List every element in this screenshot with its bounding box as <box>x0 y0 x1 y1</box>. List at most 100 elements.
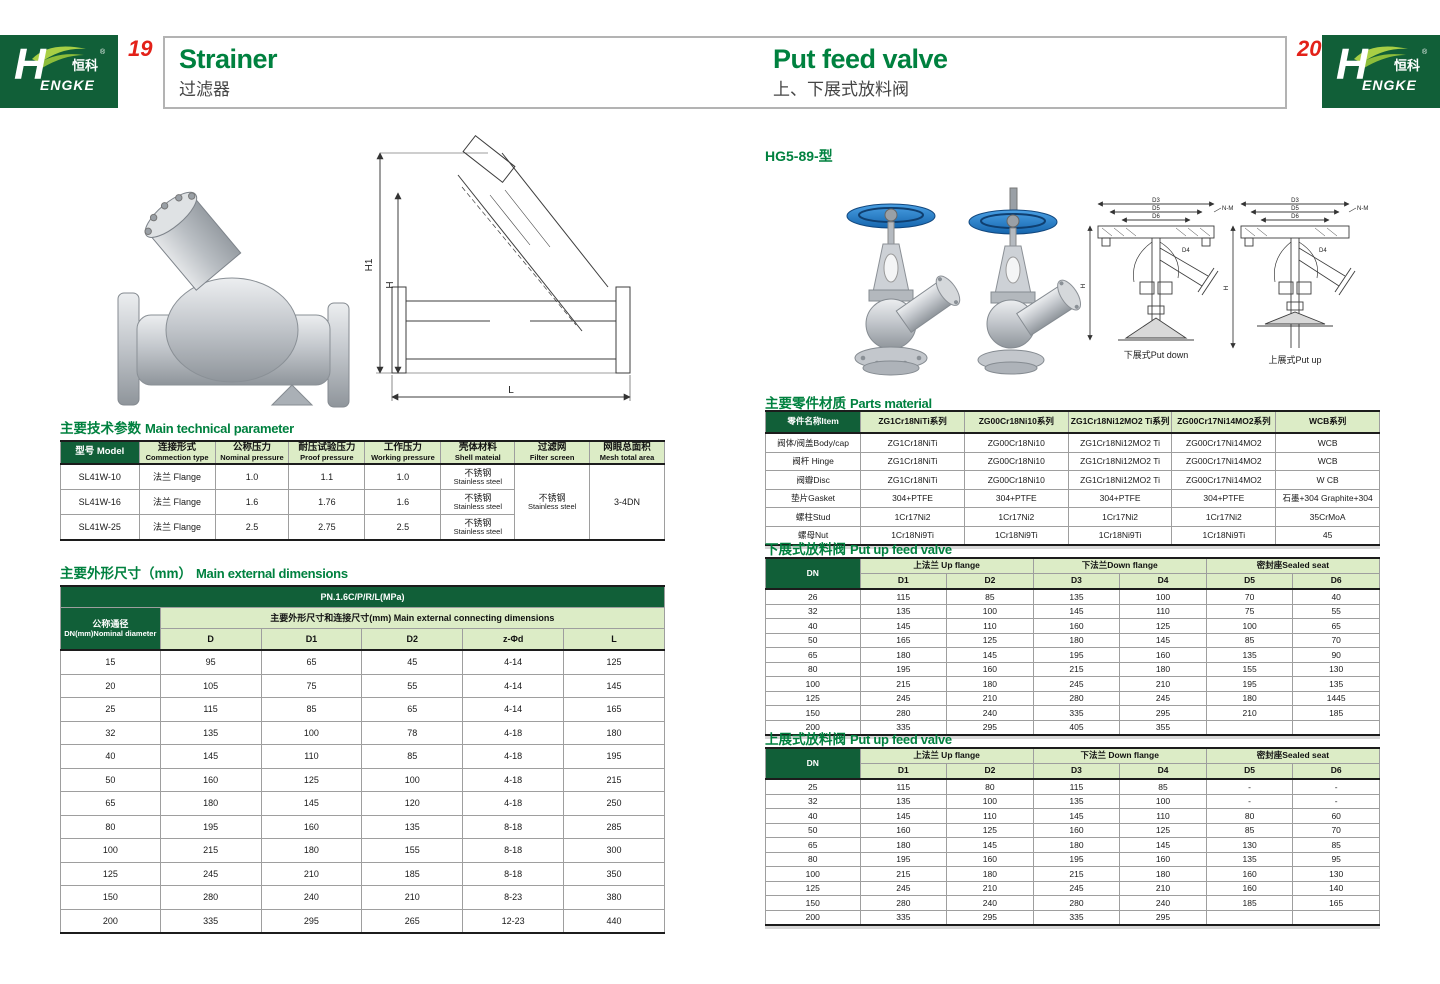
section-title-en: Put up feed valve <box>850 542 952 557</box>
table-cell: SL41W-10 <box>60 463 140 491</box>
table-cell: 阀瓣Disc <box>764 470 862 490</box>
table-cell: 1Cr18Ni9Ti <box>963 525 1069 546</box>
table-cell: 石墨+304 Graphite+304 <box>1275 488 1380 508</box>
table-row: SL41W-10 法兰 Flange 1.0 1.1 1.0 不锈钢 Stainless s… <box>60 463 665 541</box>
page-number-left: 19 <box>128 36 153 61</box>
table-cell: 40 <box>60 744 161 769</box>
table-row: 125 245 210 245 210 160 140 <box>765 880 1380 896</box>
table-cell: 不锈钢 Stainless steel <box>514 463 591 541</box>
table-row: 26 115 85 135 100 70 40 <box>765 588 1380 605</box>
header-cell: ZG1Cr18Ni12MO2 Ti系列 <box>1067 410 1173 434</box>
table-cell: 300 <box>563 838 665 863</box>
table-cell: 125 <box>1119 618 1207 634</box>
table-cell: 105 <box>159 673 262 698</box>
header-cell: 过滤网 Filter screen <box>514 440 591 465</box>
table-cell: ZG1Cr18Ni12MO2 Ti <box>1067 451 1173 471</box>
table-row: 20 105 75 55 4-14 145 <box>60 673 665 698</box>
table-row: DN 上法兰 Up flange 下法兰Down flange 密封座Sealed s… <box>765 557 1381 590</box>
table-cell: 160 <box>946 661 1034 677</box>
table-row: 125 245 210 185 8-18 350 <box>60 861 665 886</box>
table-cell: SL41W-16 <box>60 489 140 516</box>
header-cell: ZG1Cr18NiTi系列 <box>860 410 965 434</box>
table-cell: 245 <box>159 861 262 886</box>
table-cell: 215 <box>159 838 262 863</box>
table-cell: 240 <box>946 705 1034 721</box>
table-cell: 80 <box>1205 808 1294 824</box>
table-cell: 280 <box>1032 690 1121 706</box>
table-cell: 135 <box>1032 588 1121 605</box>
table-cell: 245 <box>859 880 948 896</box>
table-cell: 65 <box>361 697 464 722</box>
table-cell: ZG00Cr17Ni14MO2 <box>1171 470 1277 490</box>
dim-label-nm: N-M <box>1357 206 1368 212</box>
tech-table-wrap: 型号 Model 连接形式 Commection type 公称压力 Nominal p… <box>60 440 665 542</box>
table-cell: 155 <box>1205 661 1294 677</box>
dim-label-d6: D6 <box>1152 214 1160 220</box>
table-cell: 55 <box>1292 603 1380 619</box>
table-cell: 135 <box>361 814 464 839</box>
table-cell: 125 <box>563 649 665 675</box>
table-cell: 75 <box>1205 603 1294 619</box>
table-cell: 85 <box>1292 837 1380 853</box>
section-title-en: Main external dimensions <box>196 566 348 581</box>
table-cell: 195 <box>1205 676 1294 692</box>
table-cell: 25 <box>60 697 161 722</box>
table-row: 150 280 240 210 8-23 380 <box>60 885 665 910</box>
section-title-tech: 主要技术参数 Main technical parameter <box>60 417 294 438</box>
table-cell: 4-18 <box>462 791 565 816</box>
table-cell: 100 <box>1119 588 1207 605</box>
header-cell: 公称通径 DN(mm)Nominal diameter <box>60 607 161 651</box>
parts-table: 零件名称Item ZG1Cr18NiTi系列 ZG00Cr18Ni10系列 ZG1Cr… <box>764 410 1380 546</box>
header-cell: 主要外形尺寸和连接尺寸(mm) Main external connecting… <box>159 607 666 629</box>
table-cell: 15 <box>60 649 161 675</box>
table-cell: ZG1Cr18NiTi <box>860 451 965 471</box>
table-cell: 4-14 <box>462 697 565 722</box>
table-cell: 1.6 <box>214 489 290 516</box>
table-cell: 125 <box>260 767 363 792</box>
header-cell: D6 <box>1292 573 1380 590</box>
section-title-zh: 下展式放料阀 <box>765 542 846 557</box>
strainer-title-block: Strainer 过滤器 <box>179 45 278 100</box>
table-cell: 304+PTFE <box>1067 488 1173 508</box>
table-cell: 2.5 <box>364 514 442 541</box>
table-cell <box>1292 719 1380 736</box>
header-cell: D <box>159 628 262 651</box>
table-row: 50 165 125 180 145 85 70 <box>765 632 1380 648</box>
table-cell: 180 <box>946 676 1034 692</box>
table-cell: - <box>1292 793 1380 809</box>
brand-logo-left: H ENGKE 恒科 ® <box>0 35 118 108</box>
table-row: 15 95 65 45 4-14 125 <box>60 649 665 675</box>
table-cell: 55 <box>361 673 464 698</box>
table-cell: 335 <box>859 719 948 736</box>
header-cell: D1 <box>859 573 948 590</box>
logo-wordmark: ENGKE <box>40 77 95 93</box>
table-cell: 195 <box>859 661 948 677</box>
table-cell: 125 <box>765 690 861 706</box>
table-cell: 8-18 <box>462 861 565 886</box>
table-cell: 160 <box>159 767 262 792</box>
down-feed-table: DN 上法兰 Up flange 下法兰Down flange 密封座Sealed s… <box>765 557 1381 736</box>
header-cell: 零件名称Item <box>764 410 862 434</box>
table-row: D1 D2 D3 D4 D5 D6 <box>766 573 1380 590</box>
table-cell: 125 <box>60 861 161 886</box>
table-cell: 180 <box>260 838 363 863</box>
table-cell: 4-14 <box>462 673 565 698</box>
table-row: 螺柱Stud 1Cr17Ni2 1Cr17Ni2 1Cr17Ni2 1Cr17Ni2 35… <box>764 507 1380 527</box>
table-cell: 280 <box>859 705 948 721</box>
table-cell: 20 <box>60 673 161 698</box>
table-cell: 100 <box>765 866 861 882</box>
section-title-en: Parts material <box>850 396 932 411</box>
header-cell: DN <box>765 557 861 590</box>
section-title-zh: 上展式放料阀 <box>765 732 846 747</box>
table-cell: 120 <box>361 791 464 816</box>
table-cell: 295 <box>1119 705 1207 721</box>
section-title-en: Put up feed valve <box>850 732 952 747</box>
table-cell: 90 <box>1292 647 1380 663</box>
table-cell: 4-14 <box>462 649 565 675</box>
dim-label-d5: D5 <box>1152 206 1160 212</box>
table-cell: 阀体/阀盖Body/cap <box>764 432 862 453</box>
section-title-down: 下展式放料阀 Put up feed valve <box>765 538 952 559</box>
dim-label-d4: D4 <box>1319 248 1327 254</box>
table-cell: 150 <box>60 885 161 910</box>
table-cell: 125 <box>1119 822 1207 838</box>
